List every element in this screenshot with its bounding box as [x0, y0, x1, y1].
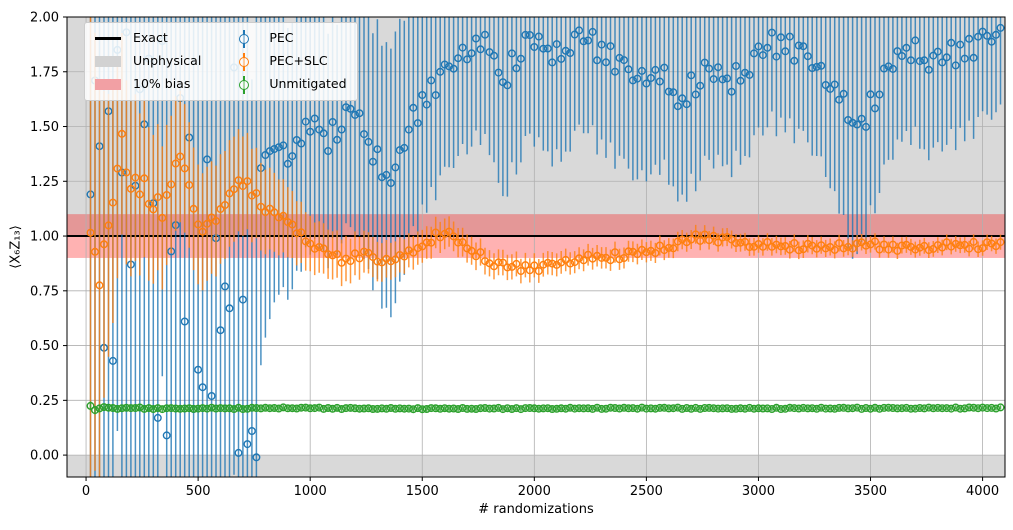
- unmitigated-errorbar-icon: [231, 75, 257, 95]
- series-pec: [86, 17, 1005, 477]
- pec-slc-errorbar-icon: [231, 52, 257, 72]
- legend-item-10pct-bias: 10% bias: [95, 74, 201, 95]
- svg-text:0.50: 0.50: [30, 339, 59, 354]
- bias-patch-icon: [95, 79, 121, 90]
- legend-item-exact: Exact: [95, 28, 201, 49]
- svg-text:1.00: 1.00: [30, 230, 59, 245]
- pec-errorbar-icon: [231, 29, 257, 49]
- plot-frame: [66, 16, 1006, 478]
- ticks-layer: 0 500 1000 1500 2000 2500 3000 3500 4000 0.00 0.25…: [30, 11, 999, 500]
- svg-text:2500: 2500: [630, 484, 663, 499]
- svg-text:0: 0: [82, 484, 90, 499]
- legend-item-pec: PEC: [231, 28, 346, 49]
- svg-text:0.00: 0.00: [30, 449, 59, 464]
- svg-text:1.50: 1.50: [30, 120, 59, 135]
- svg-text:1.25: 1.25: [30, 175, 59, 190]
- svg-text:1500: 1500: [406, 484, 439, 499]
- legend-item-pec-slc: PEC+SLC: [231, 51, 346, 72]
- y-axis-label: ⟨X₆Z₁₃⟩: [8, 225, 24, 269]
- svg-text:4000: 4000: [966, 484, 999, 499]
- svg-text:0.25: 0.25: [30, 394, 59, 409]
- legend-item-unmitigated: Unmitigated: [231, 74, 347, 95]
- svg-text:3000: 3000: [742, 484, 775, 499]
- series-unmitigated: [86, 401, 1005, 415]
- legend-label: 10% bias: [133, 76, 191, 92]
- svg-text:500: 500: [186, 484, 211, 499]
- legend: Exact Unphysical 10% bias PEC PEC+SLC Un…: [84, 22, 358, 101]
- legend-label: Unmitigated: [269, 76, 347, 92]
- svg-text:0.75: 0.75: [30, 284, 59, 299]
- unphysical-patch-icon: [95, 56, 121, 67]
- svg-text:2000: 2000: [518, 484, 551, 499]
- svg-text:3500: 3500: [854, 484, 887, 499]
- svg-text:1.75: 1.75: [30, 65, 59, 80]
- svg-text:1000: 1000: [294, 484, 327, 499]
- exact-line-icon: [95, 37, 121, 40]
- legend-label: Exact: [133, 30, 168, 46]
- legend-item-unphysical: Unphysical: [95, 51, 201, 72]
- legend-label: PEC+SLC: [269, 53, 328, 69]
- svg-text:2.00: 2.00: [30, 11, 59, 26]
- legend-label: Unphysical: [133, 53, 202, 69]
- series-pec-slc: [86, 17, 1005, 477]
- legend-label: PEC: [269, 30, 294, 46]
- x-axis-label: # randomizations: [478, 502, 594, 517]
